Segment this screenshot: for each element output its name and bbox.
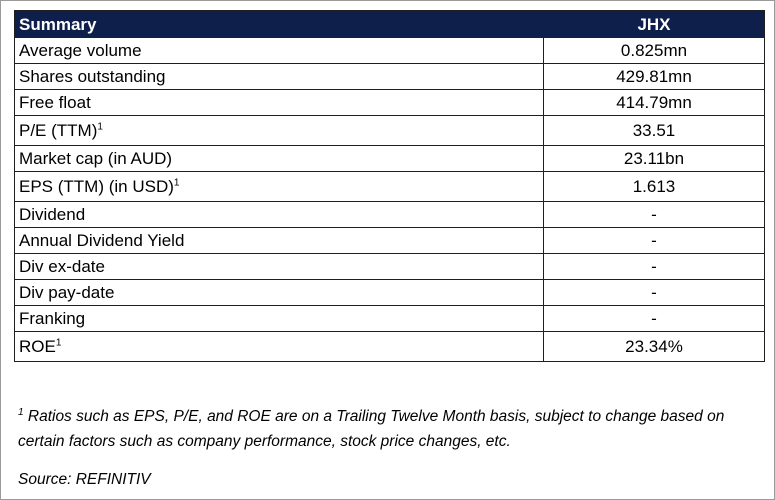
row-label: Average volume bbox=[14, 37, 544, 64]
row-label: Franking bbox=[14, 305, 544, 332]
row-value: 23.11bn bbox=[543, 145, 765, 172]
table-row: Market cap (in AUD) 23.11bn bbox=[14, 145, 765, 172]
row-label: Market cap (in AUD) bbox=[14, 145, 544, 172]
row-label: P/E (TTM)1 bbox=[14, 115, 544, 146]
row-label-text: Annual Dividend Yield bbox=[19, 231, 185, 250]
row-value: 23.34% bbox=[543, 331, 765, 362]
row-value: 33.51 bbox=[543, 115, 765, 146]
row-label: Annual Dividend Yield bbox=[14, 227, 544, 254]
footnote: 1 Ratios such as EPS, P/E, and ROE are o… bbox=[18, 404, 763, 454]
row-label: Div ex-date bbox=[14, 253, 544, 280]
table-row: Div ex-date - bbox=[14, 253, 765, 280]
row-value: 1.613 bbox=[543, 171, 765, 202]
row-label-text: Div pay-date bbox=[19, 283, 115, 302]
row-value: 414.79mn bbox=[543, 89, 765, 116]
footnote-ref: 1 bbox=[173, 177, 180, 189]
row-label-text: Average volume bbox=[19, 41, 142, 60]
row-label: Free float bbox=[14, 89, 544, 116]
table-row: EPS (TTM) (in USD)1 1.613 bbox=[14, 171, 765, 202]
table-row: Franking - bbox=[14, 305, 765, 332]
table-row: Average volume 0.825mn bbox=[14, 37, 765, 64]
table-header-row: Summary JHX bbox=[14, 10, 765, 38]
table-row: P/E (TTM)1 33.51 bbox=[14, 115, 765, 146]
footnote-ref: 1 bbox=[55, 337, 62, 349]
table-row: Dividend - bbox=[14, 201, 765, 228]
table-row: Div pay-date - bbox=[14, 279, 765, 306]
footnote-text: Ratios such as EPS, P/E, and ROE are on … bbox=[18, 408, 725, 450]
row-value: 429.81mn bbox=[543, 63, 765, 90]
row-label-text: ROE bbox=[19, 337, 56, 356]
row-label-text: Shares outstanding bbox=[19, 67, 166, 86]
row-label-text: Div ex-date bbox=[19, 257, 105, 276]
row-label-text: Free float bbox=[19, 93, 91, 112]
footnote-marker: 1 bbox=[18, 406, 24, 418]
table-row: Shares outstanding 429.81mn bbox=[14, 63, 765, 90]
table-body: Average volume 0.825mn Shares outstanding 4… bbox=[14, 37, 765, 362]
row-value: - bbox=[543, 253, 765, 280]
row-value: - bbox=[543, 201, 765, 228]
row-label-text: Franking bbox=[19, 309, 86, 328]
row-label: ROE1 bbox=[14, 331, 544, 362]
row-label-text: Market cap (in AUD) bbox=[19, 149, 173, 168]
row-label: EPS (TTM) (in USD)1 bbox=[14, 171, 544, 202]
header-summary: Summary bbox=[14, 10, 544, 38]
table-row: Free float 414.79mn bbox=[14, 89, 765, 116]
row-label-text: Dividend bbox=[19, 205, 86, 224]
row-label: Shares outstanding bbox=[14, 63, 544, 90]
row-value: 0.825mn bbox=[543, 37, 765, 64]
row-label: Div pay-date bbox=[14, 279, 544, 306]
row-label-text: EPS (TTM) (in USD) bbox=[19, 177, 174, 196]
source-note: Source: REFINITIV bbox=[18, 471, 151, 488]
table-row: ROE1 23.34% bbox=[14, 331, 765, 362]
row-label: Dividend bbox=[14, 201, 544, 228]
header-ticker: JHX bbox=[543, 10, 765, 38]
table-row: Annual Dividend Yield - bbox=[14, 227, 765, 254]
row-value: - bbox=[543, 227, 765, 254]
row-value: - bbox=[543, 305, 765, 332]
summary-table: Summary JHX Average volume 0.825mn Shares … bbox=[14, 10, 765, 362]
row-value: - bbox=[543, 279, 765, 306]
footnote-ref: 1 bbox=[97, 121, 103, 133]
row-label-text: P/E (TTM) bbox=[19, 121, 98, 140]
